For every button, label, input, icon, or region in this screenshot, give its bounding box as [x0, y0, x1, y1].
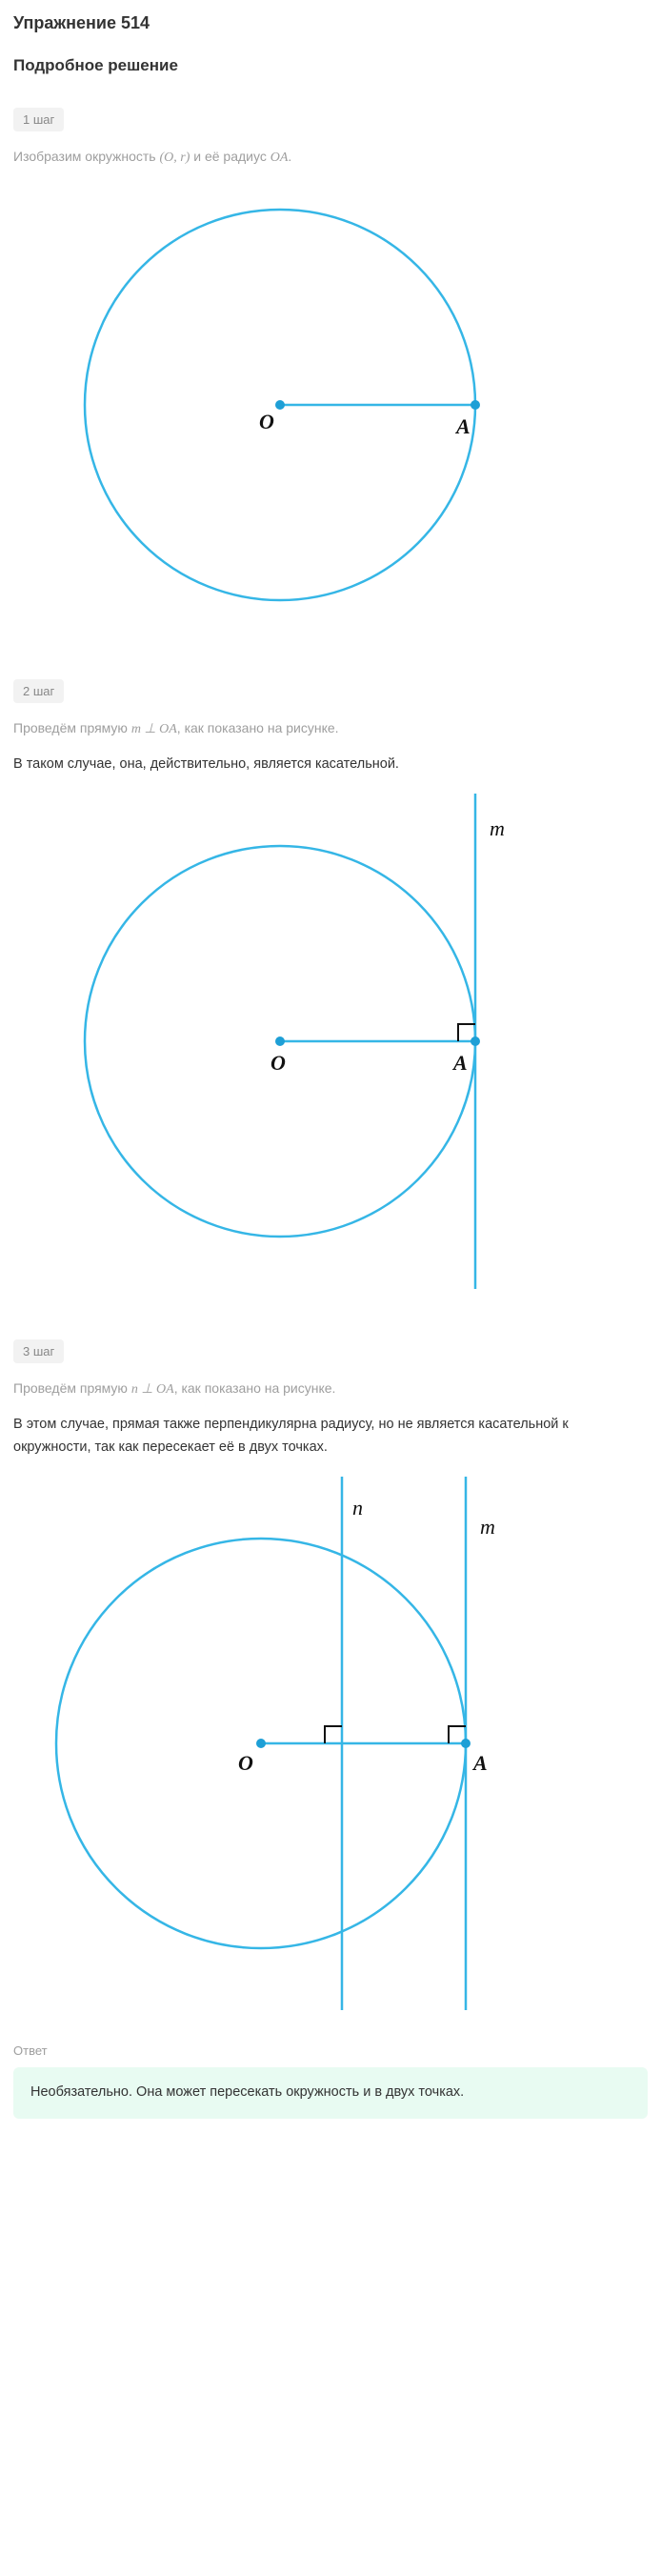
step-badge: 1 шаг: [13, 108, 64, 131]
step-badge: 3 шаг: [13, 1339, 64, 1363]
step-text-part: , как показано на рисунке.: [174, 1380, 336, 1396]
step-description: Проведём прямую n ⊥ OA, как показано на …: [13, 1379, 648, 1399]
step-text-part: Изобразим окружность: [13, 149, 159, 164]
point-A: [461, 1739, 471, 1748]
figure-1: O A: [13, 181, 648, 634]
step-math: n ⊥ OA: [131, 1382, 174, 1397]
figure-3: O A m n: [13, 1477, 648, 2015]
step-badge: 2 шаг: [13, 679, 64, 703]
step-description: Проведём прямую m ⊥ OA, как показано на …: [13, 718, 648, 739]
label-O: O: [259, 410, 274, 433]
label-O: O: [270, 1051, 286, 1075]
point-A: [471, 1036, 480, 1046]
step-text-part: Проведём прямую: [13, 720, 131, 735]
point-O: [256, 1739, 266, 1748]
step-body: В этом случае, прямая также перпендикуля…: [13, 1413, 648, 1459]
figure-2: O A m: [13, 794, 648, 1294]
perp-marker-n: [325, 1726, 342, 1743]
point-O: [275, 1036, 285, 1046]
step-math: m ⊥ OA: [131, 722, 177, 736]
answer-label: Ответ: [13, 2043, 648, 2058]
point-A: [471, 400, 480, 410]
label-A: A: [471, 1751, 488, 1775]
step-text-part: , как показано на рисунке.: [177, 720, 339, 735]
label-m: m: [490, 816, 505, 840]
step-body: В таком случае, она, действительно, явля…: [13, 753, 648, 776]
answer-box: Необязательно. Она может пересекать окру…: [13, 2067, 648, 2119]
step-math: OA: [270, 151, 289, 165]
label-n: n: [352, 1496, 363, 1519]
label-O: O: [238, 1751, 253, 1775]
step-text-part: Проведём прямую: [13, 1380, 131, 1396]
label-A: A: [451, 1051, 468, 1075]
step-text-part: .: [288, 149, 291, 164]
step-text-part: и её радиус: [190, 149, 270, 164]
exercise-title: Упражнение 514: [13, 13, 648, 33]
step-math: (O, r): [159, 151, 190, 165]
step-description: Изобразим окружность (O, r) и её радиус …: [13, 147, 648, 168]
label-A: A: [454, 414, 471, 438]
point-O: [275, 400, 285, 410]
label-m: m: [480, 1515, 495, 1539]
solution-subtitle: Подробное решение: [13, 56, 648, 75]
